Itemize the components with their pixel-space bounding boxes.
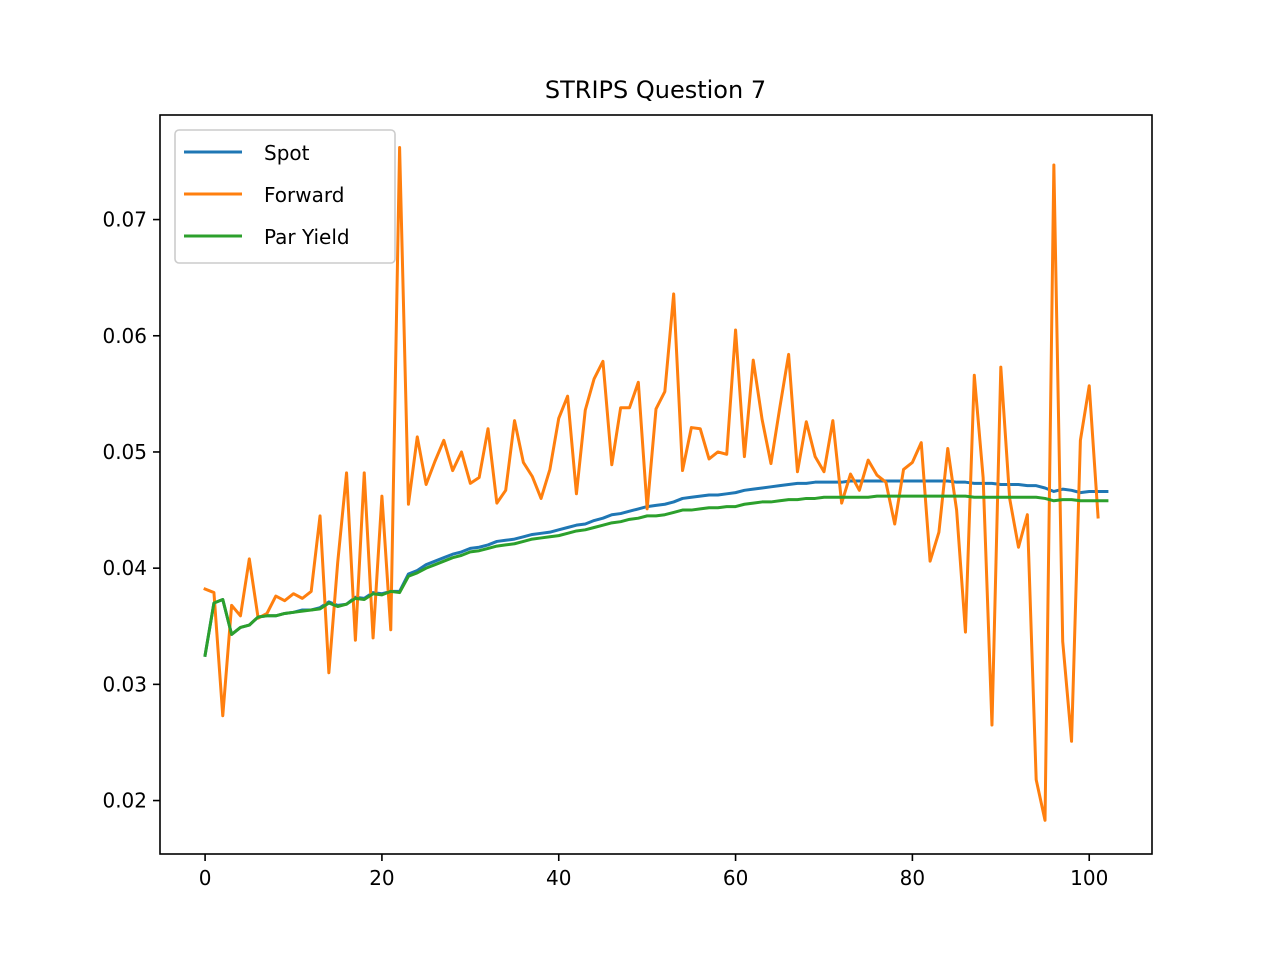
- legend-box: [174, 129, 396, 264]
- x-tick-label: 0: [199, 866, 212, 890]
- series-lines: [203, 146, 1109, 822]
- y-axis: 0.02 0.03 0.04 0.05 0.06 0.07: [102, 208, 160, 813]
- legend-entry: Par Yield: [184, 225, 350, 249]
- x-tick-label: 40: [546, 866, 571, 890]
- x-axis: 0 20 40 60 80 100: [199, 854, 1108, 890]
- series-line-par-yield: [203, 494, 1109, 658]
- x-tick-label: 100: [1070, 866, 1108, 890]
- y-tick-label: 0.05: [102, 440, 147, 464]
- plot-area: [159, 114, 1153, 855]
- y-tick-label: 0.02: [102, 789, 147, 813]
- legend: Spot Forward Par Yield: [174, 129, 396, 264]
- x-tick-label: 60: [723, 866, 748, 890]
- plot-frame: [159, 114, 1153, 855]
- series-line-forward: [203, 146, 1100, 822]
- chart-title: STRIPS Question 7: [545, 76, 766, 104]
- legend-label: Spot: [264, 141, 310, 165]
- x-tick-label: 20: [369, 866, 394, 890]
- y-tick-label: 0.03: [102, 672, 147, 696]
- y-tick-label: 0.06: [102, 324, 147, 348]
- legend-label: Par Yield: [264, 225, 350, 249]
- y-tick-label: 0.07: [102, 208, 147, 232]
- y-tick-label: 0.04: [102, 556, 147, 580]
- legend-label: Forward: [264, 183, 344, 207]
- x-tick-label: 80: [900, 866, 925, 890]
- legend-entry: Spot: [184, 141, 310, 165]
- legend-entry: Forward: [184, 183, 344, 207]
